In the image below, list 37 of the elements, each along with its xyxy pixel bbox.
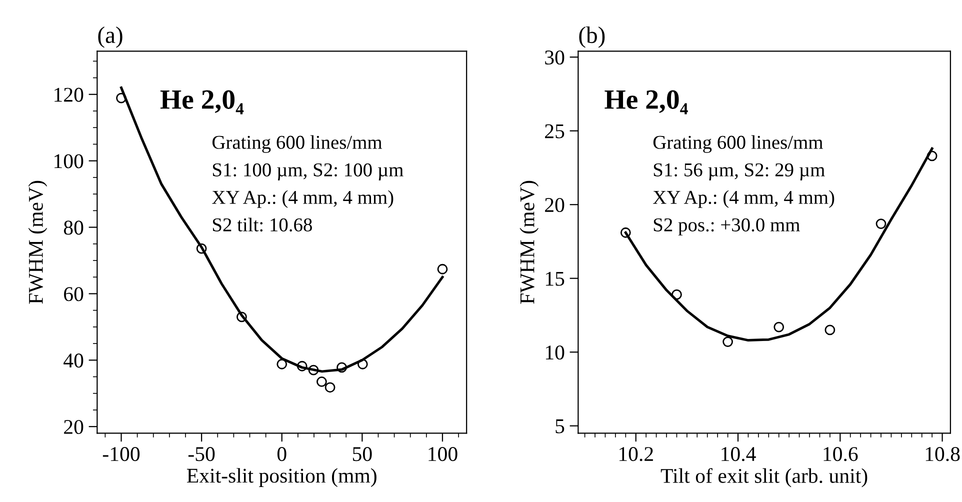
x-tick-label: 0 (277, 447, 286, 462)
x-tick-label: 10.2 (619, 447, 653, 462)
x-axis-title: Tilt of exit slit (arb. unit) (660, 468, 868, 488)
y-tick-label: 30 (545, 50, 564, 65)
y-tick-label: 100 (54, 154, 84, 168)
chart-title: (a) (98, 26, 122, 48)
y-tick-label: 20 (545, 198, 564, 212)
y-axis-title: FWHM (meV) (28, 180, 48, 304)
x-tick-label: -50 (188, 447, 215, 462)
annotation: S2 tilt: 10.68 (212, 218, 312, 232)
y-tick-label: 40 (64, 354, 84, 368)
y-tick-label: 60 (64, 287, 84, 302)
y-tick-label: 15 (546, 272, 564, 286)
y-tick-label: 25 (545, 124, 564, 138)
chart-title: (b) (579, 26, 605, 48)
x-tick-label: 100 (428, 447, 458, 462)
x-tick-label: 10.8 (926, 447, 960, 462)
y-tick-label: 120 (54, 88, 84, 102)
annotation: XY Ap.: (4 mm, 4 mm) (653, 190, 834, 208)
annotation: Grating 600 lines/mm (653, 135, 823, 153)
y-tick-label: 20 (64, 420, 84, 434)
annotation: XY Ap.: (4 mm, 4 mm) (212, 190, 394, 208)
y-tick-label: 5 (556, 419, 564, 434)
annotation: He 2,0₄ (160, 90, 244, 114)
y-axis-title: FWHM (meV) (520, 180, 539, 304)
x-tick-label: 50 (352, 447, 372, 462)
annotation: He 2,0₄ (604, 90, 688, 114)
annotation: S1: 56 µm, S2: 29 µm (654, 163, 825, 180)
x-tick-label: 10.6 (824, 447, 858, 462)
annotation: Grating 600 lines/mm (212, 135, 382, 153)
x-tick-label: -100 (102, 447, 140, 462)
annotation: S1: 100 µm, S2: 100 µm (212, 163, 404, 180)
annotation: S2 pos.: +30.0 mm (654, 218, 800, 236)
x-tick-label: 10.4 (722, 447, 756, 462)
x-axis-title: Exit-slit position (mm) (186, 468, 376, 487)
y-tick-label: 80 (64, 220, 84, 235)
y-tick-label: 10 (546, 345, 564, 360)
